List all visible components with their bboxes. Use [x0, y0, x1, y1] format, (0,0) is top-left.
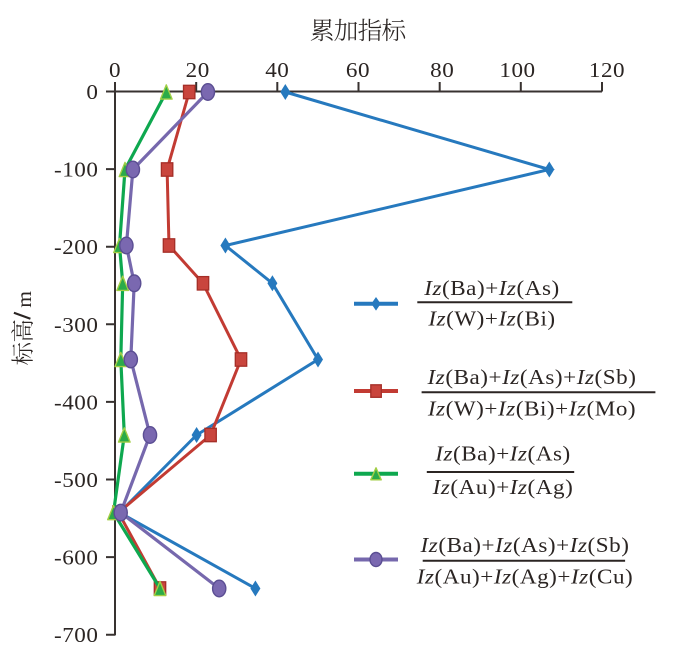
- svg-text:120: 120: [589, 58, 625, 82]
- svg-text:-100: -100: [54, 158, 99, 182]
- svg-text:-700: -700: [54, 623, 99, 643]
- svg-text:Iz(Au)+Iz(Ag)+Iz(Cu): Iz(Au)+Iz(Ag)+Iz(Cu): [416, 564, 634, 588]
- svg-text:20: 20: [186, 58, 210, 82]
- svg-text:80: 80: [430, 58, 454, 82]
- svg-text:40: 40: [265, 58, 289, 82]
- svg-text:-200: -200: [54, 235, 99, 259]
- svg-text:Iz(Au)+Iz(Ag): Iz(Au)+Iz(Ag): [432, 475, 574, 499]
- svg-text:-500: -500: [54, 468, 99, 492]
- svg-text:60: 60: [346, 58, 370, 82]
- svg-text:Iz(Ba)+Iz(As)+Iz(Sb): Iz(Ba)+Iz(As)+Iz(Sb): [426, 365, 636, 389]
- svg-text:Iz(W)+Iz(Bi): Iz(W)+Iz(Bi): [427, 306, 555, 330]
- svg-text:Iz(Ba)+Iz(As): Iz(Ba)+Iz(As): [423, 276, 560, 300]
- svg-text:-600: -600: [54, 546, 99, 570]
- svg-text:Iz(Ba)+Iz(As)+Iz(Sb): Iz(Ba)+Iz(As)+Iz(Sb): [419, 533, 629, 557]
- svg-text:0: 0: [86, 80, 98, 104]
- svg-text:100: 100: [499, 58, 535, 82]
- svg-text:-400: -400: [54, 390, 99, 414]
- svg-text:-300: -300: [54, 313, 99, 337]
- svg-text:Iz(W)+Iz(Bi)+Iz(Mo): Iz(W)+Iz(Bi)+Iz(Mo): [427, 396, 636, 420]
- svg-text:m: m: [12, 291, 36, 308]
- svg-text:0: 0: [109, 58, 121, 82]
- svg-text:Iz(Ba)+Iz(As): Iz(Ba)+Iz(As): [434, 441, 571, 465]
